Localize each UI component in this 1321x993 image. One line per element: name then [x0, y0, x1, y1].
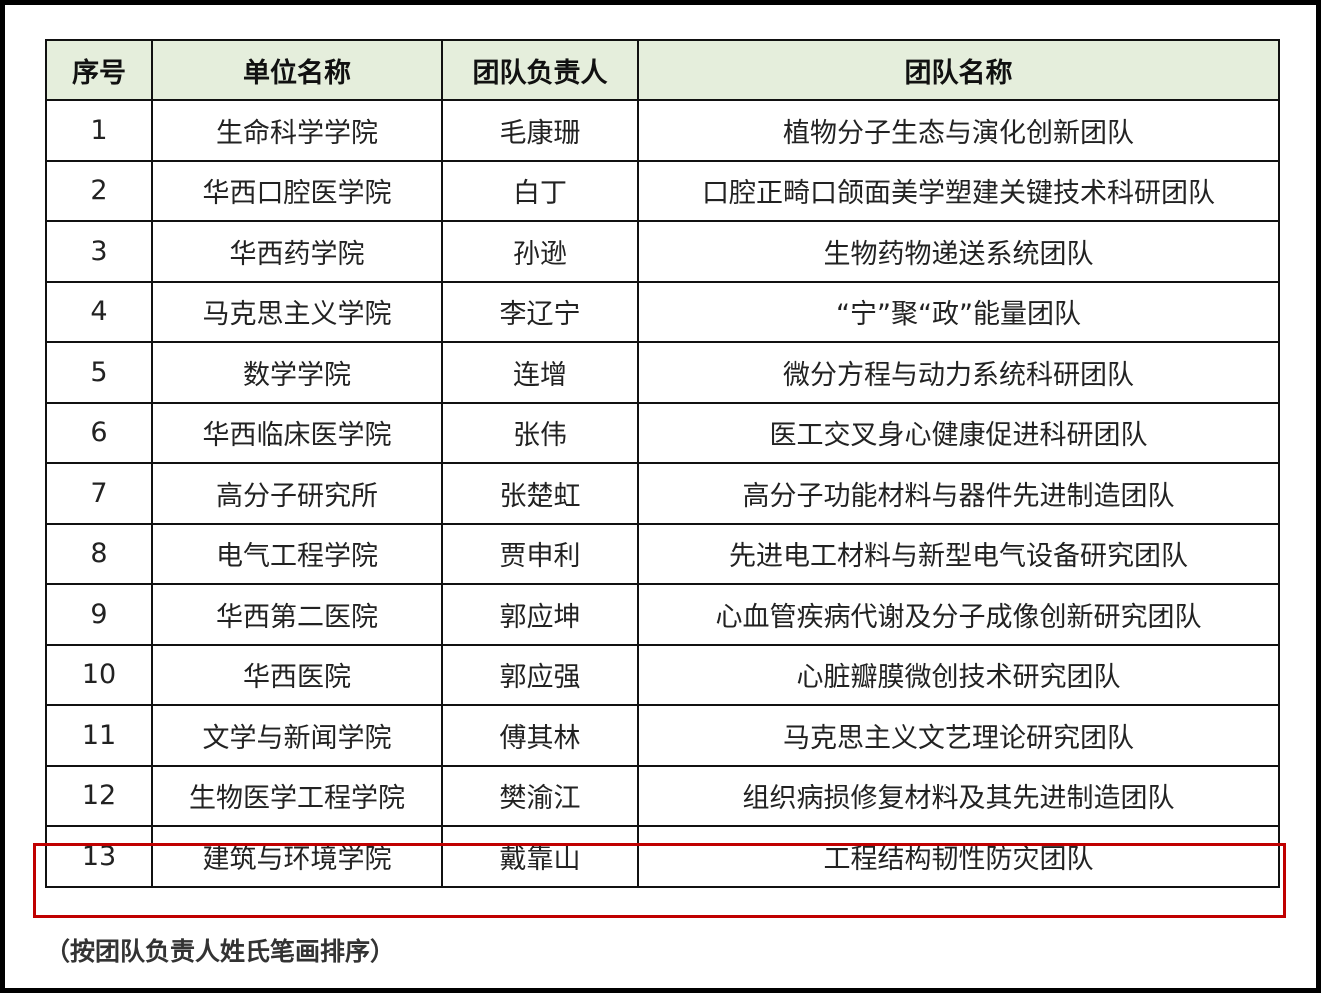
table-row: 10 华西医院 郭应强 心脏瓣膜微创技术研究团队 [45, 643, 1280, 706]
header-col-index: 序号 [45, 39, 153, 101]
cell-col-index: 7 [45, 462, 153, 525]
cell-col-team: 医工交叉身心健康促进科研团队 [637, 401, 1280, 464]
table-row: 1 生命科学学院 毛康珊 植物分子生态与演化创新团队 [45, 99, 1280, 162]
cell-col-leader: 连增 [441, 341, 639, 404]
cell-col-team: 植物分子生态与演化创新团队 [637, 99, 1280, 162]
cell-col-unit: 华西临床医学院 [151, 401, 443, 464]
table-row: 11 文学与新闻学院 傅其林 马克思主义文艺理论研究团队 [45, 704, 1280, 767]
cell-col-team: 生物药物递送系统团队 [637, 220, 1280, 283]
cell-col-team: 先进电工材料与新型电气设备研究团队 [637, 522, 1280, 585]
team-table: 序号 单位名称 团队负责人 团队名称 1 生命科学学院 毛康珊 植物分子生态与演化创新团队 2… [45, 39, 1280, 888]
cell-col-index: 1 [45, 99, 153, 162]
table-row: 12 生物医学工程学院 樊渝江 组织病损修复材料及其先进制造团队 [45, 764, 1280, 827]
table-row: 3 华西药学院 孙逊 生物药物递送系统团队 [45, 220, 1280, 283]
header-col-unit: 单位名称 [151, 39, 443, 101]
cell-col-unit: 建筑与环境学院 [151, 825, 443, 888]
cell-col-unit: 马克思主义学院 [151, 280, 443, 343]
cell-col-index: 4 [45, 280, 153, 343]
cell-col-index: 10 [45, 643, 153, 706]
cell-col-unit: 数学学院 [151, 341, 443, 404]
cell-col-index: 9 [45, 583, 153, 646]
document-page: 序号 单位名称 团队负责人 团队名称 1 生命科学学院 毛康珊 植物分子生态与演化创新团队 2… [5, 5, 1316, 988]
cell-col-index: 5 [45, 341, 153, 404]
cell-col-leader: 张楚虹 [441, 462, 639, 525]
cell-col-leader: 傅其林 [441, 704, 639, 767]
cell-col-leader: 毛康珊 [441, 99, 639, 162]
header-col-leader: 团队负责人 [441, 39, 639, 101]
table-row: 13 建筑与环境学院 戴靠山 工程结构韧性防灾团队 [45, 825, 1280, 888]
cell-col-unit: 高分子研究所 [151, 462, 443, 525]
cell-col-leader: 李辽宁 [441, 280, 639, 343]
cell-col-leader: 白丁 [441, 159, 639, 222]
cell-col-team: “宁”聚“政”能量团队 [637, 280, 1280, 343]
cell-col-leader: 孙逊 [441, 220, 639, 283]
cell-col-index: 8 [45, 522, 153, 585]
table-row: 9 华西第二医院 郭应坤 心血管疾病代谢及分子成像创新研究团队 [45, 583, 1280, 646]
table-row: 2 华西口腔医学院 白丁 口腔正畸口颌面美学塑建关键技术科研团队 [45, 159, 1280, 222]
cell-col-team: 高分子功能材料与器件先进制造团队 [637, 462, 1280, 525]
cell-col-index: 2 [45, 159, 153, 222]
cell-col-unit: 华西医院 [151, 643, 443, 706]
cell-col-leader: 戴靠山 [441, 825, 639, 888]
cell-col-unit: 华西第二医院 [151, 583, 443, 646]
cell-col-leader: 樊渝江 [441, 764, 639, 827]
header-col-team: 团队名称 [637, 39, 1280, 101]
cell-col-team: 心脏瓣膜微创技术研究团队 [637, 643, 1280, 706]
cell-col-unit: 生命科学学院 [151, 99, 443, 162]
cell-col-index: 13 [45, 825, 153, 888]
table-header-row: 序号 单位名称 团队负责人 团队名称 [45, 39, 1280, 101]
table-row: 4 马克思主义学院 李辽宁 “宁”聚“政”能量团队 [45, 280, 1280, 343]
table-row: 5 数学学院 连增 微分方程与动力系统科研团队 [45, 341, 1280, 404]
cell-col-team: 心血管疾病代谢及分子成像创新研究团队 [637, 583, 1280, 646]
cell-col-index: 11 [45, 704, 153, 767]
cell-col-unit: 生物医学工程学院 [151, 764, 443, 827]
cell-col-team: 口腔正畸口颌面美学塑建关键技术科研团队 [637, 159, 1280, 222]
cell-col-leader: 贾申利 [441, 522, 639, 585]
cell-col-index: 12 [45, 764, 153, 827]
cell-col-unit: 电气工程学院 [151, 522, 443, 585]
cell-col-index: 3 [45, 220, 153, 283]
cell-col-leader: 郭应坤 [441, 583, 639, 646]
cell-col-leader: 郭应强 [441, 643, 639, 706]
cell-col-team: 微分方程与动力系统科研团队 [637, 341, 1280, 404]
cell-col-unit: 文学与新闻学院 [151, 704, 443, 767]
cell-col-leader: 张伟 [441, 401, 639, 464]
table-row: 6 华西临床医学院 张伟 医工交叉身心健康促进科研团队 [45, 401, 1280, 464]
sort-note: （按团队负责人姓氏笔画排序） [45, 937, 396, 966]
cell-col-team: 组织病损修复材料及其先进制造团队 [637, 764, 1280, 827]
cell-col-team: 工程结构韧性防灾团队 [637, 825, 1280, 888]
cell-col-team: 马克思主义文艺理论研究团队 [637, 704, 1280, 767]
table-row: 8 电气工程学院 贾申利 先进电工材料与新型电气设备研究团队 [45, 522, 1280, 585]
cell-col-unit: 华西药学院 [151, 220, 443, 283]
cell-col-unit: 华西口腔医学院 [151, 159, 443, 222]
cell-col-index: 6 [45, 401, 153, 464]
table-row: 7 高分子研究所 张楚虹 高分子功能材料与器件先进制造团队 [45, 462, 1280, 525]
